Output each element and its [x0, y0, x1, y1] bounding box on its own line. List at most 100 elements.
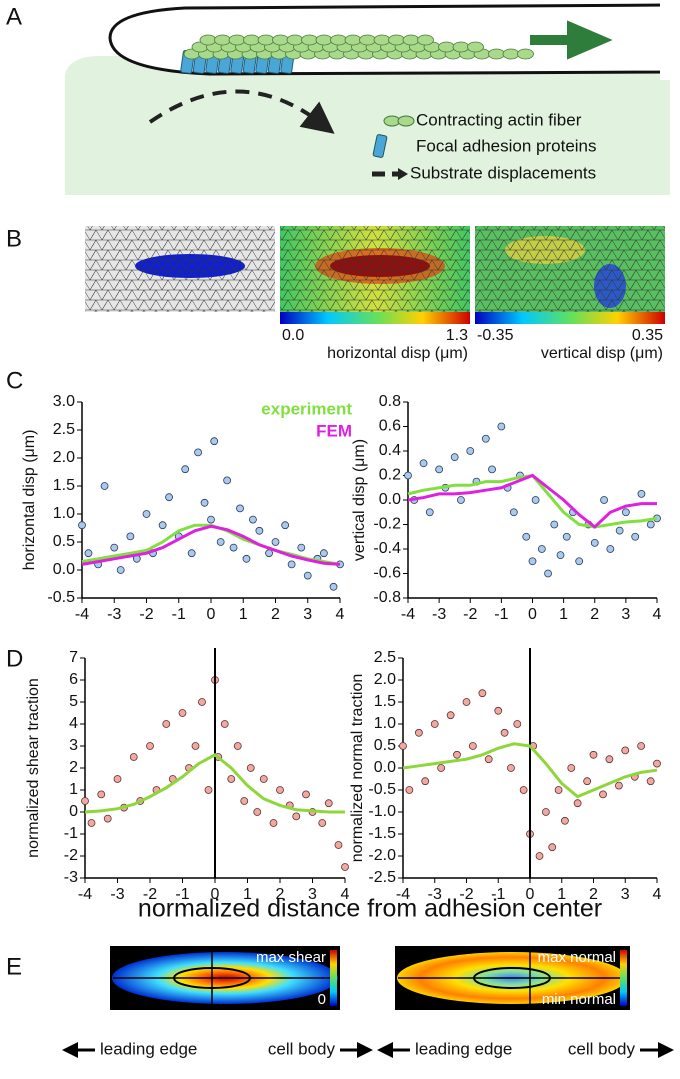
- y-tick-label: -1.0: [368, 803, 396, 820]
- y-tick-label: 6: [69, 671, 78, 688]
- data-point: [522, 532, 531, 541]
- y-tick-label: -0.6: [373, 565, 401, 582]
- data-point: [561, 816, 569, 825]
- mesh-overlay: [85, 226, 275, 312]
- x-tick-label: -1: [175, 886, 189, 903]
- y-tick-label: 2: [69, 759, 78, 776]
- actin-bead: [243, 34, 260, 46]
- data-point: [191, 742, 200, 750]
- actin-bead: [517, 48, 534, 60]
- data-point: [281, 521, 290, 530]
- data-point: [178, 709, 187, 717]
- actin-bead: [214, 34, 231, 46]
- x-tick-label: 2: [590, 606, 599, 623]
- data-point: [567, 764, 576, 772]
- data-point: [535, 852, 544, 860]
- line-series: [407, 473, 657, 529]
- data-point: [554, 786, 563, 794]
- legend-text: Substrate displacements: [410, 163, 596, 182]
- data-point: [271, 538, 280, 546]
- colorbar: [280, 312, 470, 324]
- actin-bead: [388, 34, 405, 46]
- data-point: [589, 750, 598, 759]
- legend-text: Contracting actin fiber: [416, 110, 582, 129]
- data-point: [204, 786, 213, 794]
- data-point: [84, 549, 93, 558]
- y-tick-label: 2.0: [374, 671, 396, 688]
- data-point: [481, 434, 490, 443]
- actin-bead: [373, 34, 391, 46]
- x-tick-label: -4: [401, 606, 415, 623]
- data-point: [437, 764, 446, 772]
- data-point: [637, 489, 646, 498]
- y-tick-label: 0.6: [379, 418, 401, 435]
- actin-bead: [272, 34, 289, 46]
- data-point: [621, 746, 630, 755]
- x-tick-label: 2: [589, 886, 598, 903]
- x-tick-label: -3: [107, 606, 121, 623]
- x-tick-label: -1: [494, 606, 508, 623]
- actin-bead: [452, 41, 470, 53]
- panel-label: D: [6, 645, 23, 672]
- actin-bead: [344, 34, 362, 46]
- direction-label: leading edge: [100, 1039, 197, 1058]
- data-point: [200, 498, 209, 507]
- legend-text: Focal adhesion proteins: [416, 136, 597, 155]
- data-point: [246, 764, 255, 772]
- colorbar-max: 1.3: [446, 327, 468, 344]
- data-point: [269, 819, 278, 827]
- data-point: [646, 520, 655, 529]
- map-top-label: max normal: [538, 949, 616, 966]
- data-point: [509, 508, 518, 517]
- colorbar-label: vertical disp (μm): [541, 345, 663, 362]
- data-point: [242, 554, 251, 563]
- actin-bead: [467, 41, 484, 53]
- colorbar: [475, 312, 665, 324]
- data-point: [488, 465, 496, 474]
- colorbar-max: 0.35: [632, 327, 663, 344]
- data-point: [507, 764, 515, 772]
- data-point: [425, 508, 434, 517]
- data-point: [519, 786, 528, 794]
- x-tick-label: 1: [557, 886, 566, 903]
- data-point: [414, 728, 423, 737]
- data-point: [537, 545, 546, 553]
- actin-bead: [359, 34, 376, 46]
- map-top-label: max shear: [256, 949, 326, 966]
- data-point: [405, 786, 414, 794]
- y-tick-label: 0.0: [379, 491, 401, 508]
- x-axis-title: normalized distance from adhesion center: [138, 895, 602, 923]
- x-tick-label: -4: [75, 606, 89, 623]
- y-axis-title: vertical disp (μm): [351, 439, 368, 561]
- data-point: [194, 448, 203, 457]
- x-tick-label: -2: [139, 606, 153, 623]
- y-tick-label: 0.0: [374, 759, 396, 776]
- dash-icon: [398, 168, 408, 180]
- data-point: [468, 742, 477, 750]
- data-point: [615, 526, 624, 535]
- data-point: [329, 582, 338, 591]
- data-point: [276, 786, 284, 794]
- mask: [660, 0, 680, 80]
- x-tick-label: -1: [172, 606, 186, 623]
- x-tick-label: 3: [308, 886, 317, 903]
- y-tick-label: -2: [64, 847, 78, 864]
- data-point: [556, 551, 565, 560]
- data-point: [466, 447, 475, 455]
- data-point: [265, 549, 273, 558]
- data-point: [421, 777, 430, 786]
- panel-e: max shear 0 max normal min normal leadin…: [62, 946, 674, 1058]
- y-tick-label: 1.0: [374, 715, 396, 732]
- colorbar: [330, 950, 337, 1006]
- data-point: [233, 742, 242, 750]
- data-point: [227, 775, 236, 783]
- x-tick-label: 4: [653, 886, 662, 903]
- colorbar-min: 0.0: [282, 327, 304, 344]
- actin-bead: [301, 34, 318, 46]
- data-point: [590, 538, 599, 547]
- mesh-overlay: [475, 226, 665, 312]
- y-tick-label: 3.0: [53, 393, 75, 410]
- y-tick-label: -3: [64, 869, 78, 886]
- data-point: [220, 720, 229, 728]
